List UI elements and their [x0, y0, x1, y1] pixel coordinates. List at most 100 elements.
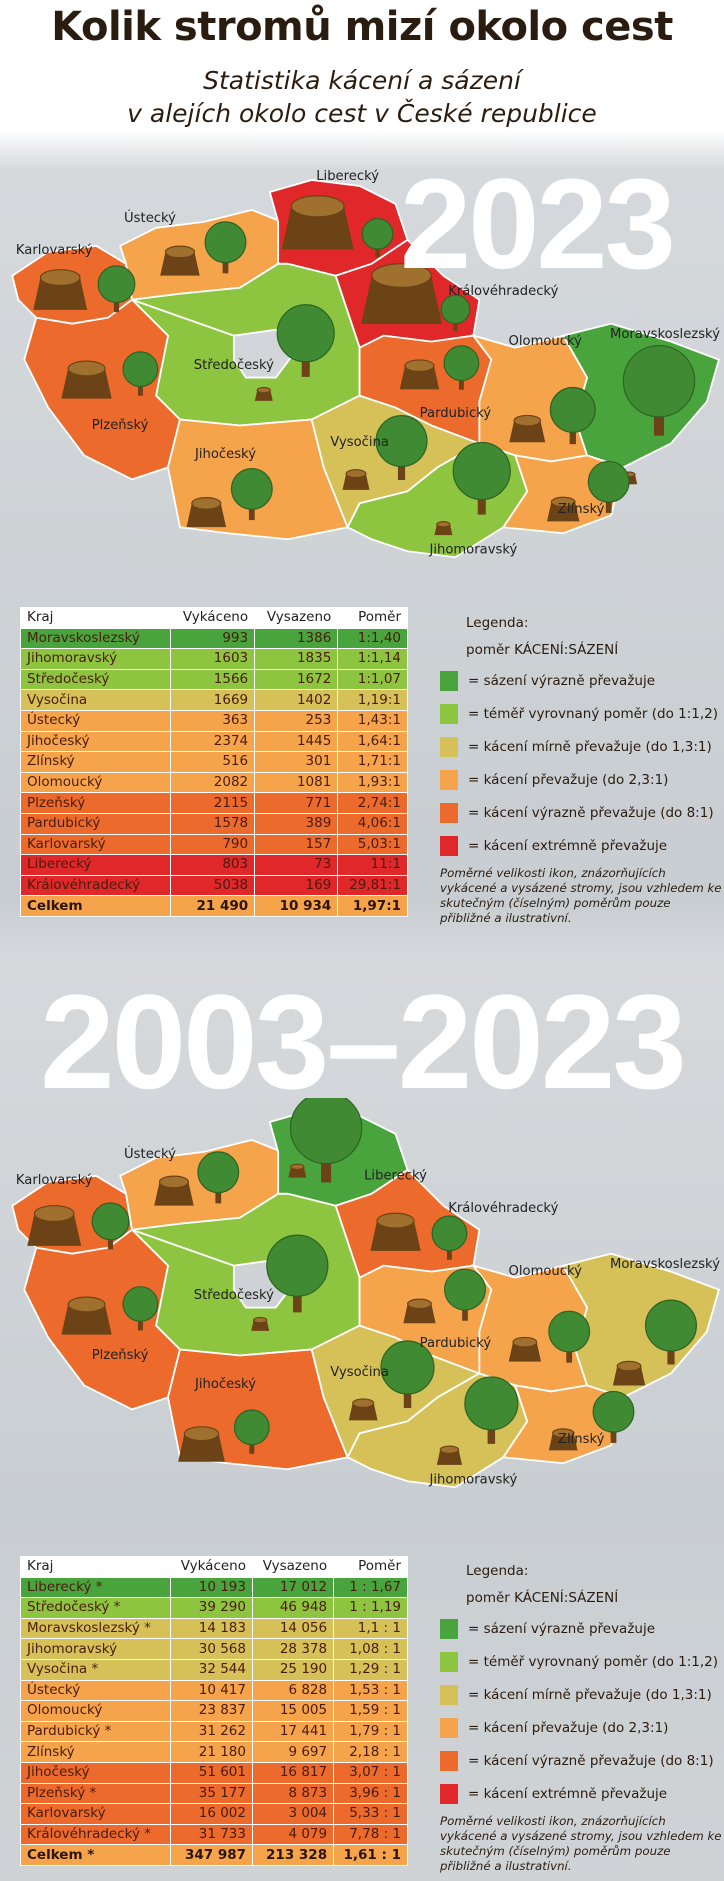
cell-kraj: Ústecký — [20, 1679, 171, 1702]
legend-item: = sázení výrazně převažuje — [440, 664, 724, 697]
tree-icon — [97, 265, 136, 304]
cell-pomer: 29,81:1 — [337, 874, 408, 897]
table-row: Pardubický 1578 389 4,06:1 — [20, 812, 408, 835]
cell-pomer: 1,64:1 — [337, 730, 408, 753]
year-heading-2023: 2023 — [400, 153, 676, 296]
table-row: Královéhradecký * 31 733 4 079 7,78 : 1 — [20, 1823, 408, 1846]
cell-vysazeno: 1445 — [254, 730, 339, 753]
table-2023: Kraj Vykáceno Vysazeno Poměr Moravskoslezský… — [20, 607, 408, 917]
tree-stump-top — [404, 359, 435, 373]
tree-stump-top — [256, 386, 271, 394]
tree-stump-icon — [548, 1433, 578, 1451]
cell-kraj: Plzeňský * — [20, 1782, 171, 1805]
region-icons-ustecky — [154, 1151, 240, 1206]
cell-kraj: Plzeňský — [20, 792, 171, 814]
cell-kraj: Liberecký — [20, 854, 171, 876]
cell-vykaceno: 31 262 — [170, 1720, 253, 1743]
legend-label: = kácení výrazně převažuje (do 8:1) — [468, 1752, 714, 1769]
column-header: Vykáceno — [169, 607, 256, 629]
table-row: Moravskoslezský * 14 183 14 056 1,1 : 1 — [20, 1617, 408, 1640]
table-row: Královéhradecký 5038 169 29,81:1 — [20, 874, 408, 897]
table-row: Olomoucký 23 837 15 005 1,59 : 1 — [20, 1700, 408, 1722]
cell-kraj: Karlovarský — [20, 833, 171, 856]
table-row: Zlínský 21 180 9 697 2,18 : 1 — [20, 1741, 408, 1763]
tree-stump-top — [512, 1336, 538, 1348]
legend-item: = kácení převažuje (do 2,3:1) — [440, 763, 724, 796]
cell-vykaceno: 2115 — [169, 792, 256, 814]
tree-stump-icon — [281, 206, 354, 250]
table-row: Moravskoslezský 993 1386 1:1,40 — [20, 627, 408, 650]
table-header-row: Kraj Vykáceno Vysazeno Poměr — [20, 1556, 408, 1578]
tree-icon — [233, 1409, 270, 1446]
legend-swatch — [440, 736, 458, 757]
cell-pomer: 2,74:1 — [337, 792, 408, 814]
legend-item: = kácení mírně převažuje (do 1,3:1) — [440, 730, 724, 763]
cell-vykaceno: 347 987 — [170, 1844, 253, 1866]
table-row: Liberecký 803 73 11:1 — [20, 854, 408, 876]
cell-kraj: Moravskoslezský * — [20, 1617, 171, 1640]
region-label: Vysočina — [330, 1364, 389, 1380]
tree-icon — [452, 441, 511, 501]
tree-icon — [122, 1286, 159, 1322]
year-heading-2003-2023: 2003–2023 — [40, 968, 687, 1117]
legend-label: = kácení mírně převažuje (do 1,3:1) — [468, 1686, 712, 1703]
table-2003-2023: Kraj Vykáceno Vysazeno Poměr Liberecký * 10 1… — [20, 1556, 408, 1866]
legend-item: = téměř vyrovnaný poměr (do 1:1,2) — [440, 697, 724, 730]
tree-icon — [380, 1340, 435, 1395]
tree-icon — [622, 344, 696, 418]
cell-vykaceno: 14 183 — [170, 1617, 253, 1640]
cell-vysazeno: 6 828 — [251, 1679, 335, 1702]
tree-stump-icon — [160, 251, 200, 276]
legend-item: = kácení výrazně převažuje (do 8:1) — [440, 796, 724, 829]
region-label: Liberecký — [364, 1167, 427, 1183]
legend-item: = téměř vyrovnaný poměr (do 1:1,2) — [440, 1645, 724, 1678]
page-title: Kolik stromů mizí okolo cest — [51, 4, 673, 50]
cell-pomer: 4,06:1 — [337, 812, 408, 835]
region-label: Královéhradecký — [448, 283, 558, 299]
tree-icon — [431, 1215, 468, 1252]
table-row: Středočeský 1566 1672 1:1,07 — [20, 668, 408, 691]
subtitle-line-2: v alejích okolo cest v České republice — [127, 99, 597, 128]
table-row: Olomoucký 2082 1081 1,93:1 — [20, 771, 408, 794]
cell-vysazeno: 1402 — [254, 689, 339, 711]
legend-swatch — [440, 703, 458, 724]
column-header: Vysazeno — [254, 607, 339, 629]
table-row: Jihočeský 2374 1445 1,64:1 — [20, 730, 408, 753]
legend-label: = kácení převažuje (do 2,3:1) — [468, 771, 669, 788]
table-row: Karlovarský 16 002 3 004 5,33 : 1 — [20, 1803, 408, 1825]
cell-vysazeno: 8 873 — [251, 1782, 335, 1805]
tree-stump-top — [290, 1163, 305, 1171]
column-header: Kraj — [20, 607, 171, 629]
subtitle-line-1: Statistika kácení a sázení — [203, 66, 521, 95]
cell-vysazeno: 213 328 — [251, 1844, 335, 1866]
legend-swatch — [440, 769, 458, 790]
legend-label: = kácení převažuje (do 2,3:1) — [468, 1719, 669, 1736]
cell-vykaceno: 35 177 — [170, 1782, 253, 1805]
cell-pomer: 1:1,07 — [337, 668, 408, 691]
tree-stump-icon — [508, 1342, 542, 1362]
cell-vykaceno: 32 544 — [170, 1658, 253, 1681]
tree-stump-top — [376, 1212, 415, 1229]
tree-stump-top — [352, 1398, 375, 1408]
tree-stump-top — [371, 263, 432, 288]
cell-kraj: Jihočeský — [20, 730, 171, 753]
cell-vysazeno: 14 056 — [251, 1617, 335, 1640]
tree-stump-top — [436, 521, 451, 528]
tree-stump-top — [552, 1428, 575, 1438]
map-2023: Karlovarský Ústecký Liberecký Královéhradec… — [11, 168, 720, 559]
cell-vykaceno: 5038 — [169, 874, 256, 897]
cell-vysazeno: 389 — [254, 812, 339, 835]
cell-pomer: 11:1 — [337, 854, 408, 876]
cell-kraj: Celkem — [20, 895, 171, 917]
region-label: Olomoucký — [509, 1263, 583, 1279]
table-row: Ústecký 363 253 1,43:1 — [20, 709, 408, 732]
table-row: Liberecký * 10 193 17 012 1 : 1,67 — [20, 1576, 408, 1599]
cell-vykaceno: 23 837 — [170, 1700, 253, 1722]
region-icons-liberecky — [281, 195, 394, 258]
table-row: Plzeňský 2115 771 2,74:1 — [20, 792, 408, 814]
region-icons-jihocesky — [178, 1409, 270, 1462]
cell-kraj: Vysočina * — [20, 1658, 171, 1681]
cell-vysazeno: 1672 — [254, 668, 339, 691]
table-row: Karlovarský 790 157 5,03:1 — [20, 833, 408, 856]
table-row: Plzeňský * 35 177 8 873 3,96 : 1 — [20, 1782, 408, 1805]
